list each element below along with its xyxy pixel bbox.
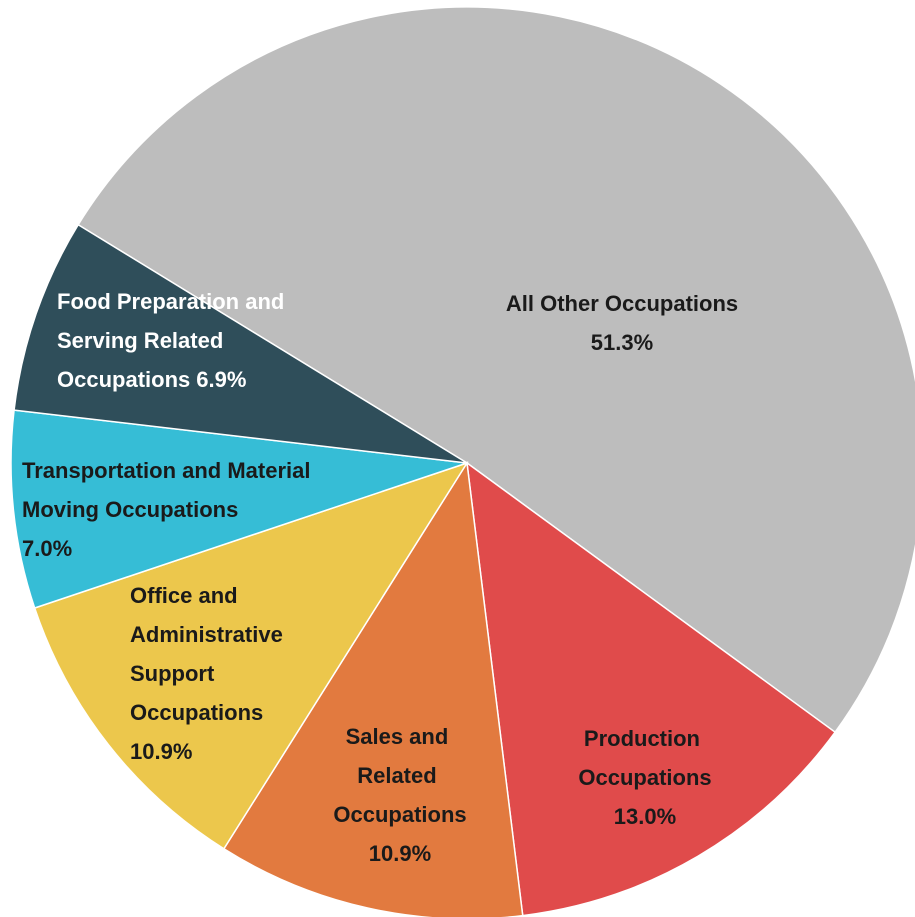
- pie-slice: [77, 6, 915, 734]
- category-label: Office and Administrative Support Occupa…: [130, 583, 289, 725]
- value-label: 7.0%: [22, 536, 72, 561]
- label-line: Administrative: [130, 622, 289, 647]
- label-line: Occupations: [57, 367, 190, 392]
- value-label: 51.3%: [591, 330, 653, 355]
- label-line: Office and: [130, 583, 244, 608]
- value-label: 6.9%: [196, 367, 246, 392]
- label-line: Support: [130, 661, 220, 686]
- label-line: Transportation and Material: [22, 458, 317, 483]
- label-line: Serving Related: [57, 328, 229, 353]
- label-line: Occupations: [578, 765, 711, 790]
- category-label: Food Preparation and Serving Related Occ…: [57, 289, 290, 392]
- slice-label: Food Preparation and Serving Related Occ…: [57, 289, 290, 392]
- category-label: Production Occupations: [578, 726, 711, 790]
- pie-slice: [13, 223, 468, 464]
- pie-slice: [10, 409, 468, 609]
- pie-slice: [33, 461, 469, 850]
- category-label: All Other Occupations: [506, 291, 738, 316]
- label-line: Related: [357, 763, 443, 788]
- label-line: Sales and: [346, 724, 455, 749]
- slice-label: Office and Administrative Support Occupa…: [130, 583, 289, 764]
- slice-label: Sales and Related Occupations 10.9%: [333, 724, 466, 866]
- value-label: 10.9%: [369, 841, 431, 866]
- category-label: Sales and Related Occupations: [333, 724, 466, 827]
- slice-label: Transportation and Material Moving Occup…: [22, 458, 317, 561]
- label-line: Occupations: [130, 700, 263, 725]
- label-line: Food Preparation and: [57, 289, 290, 314]
- slice-label: All Other Occupations 51.3%: [506, 291, 738, 355]
- category-label: Transportation and Material Moving Occup…: [22, 458, 317, 522]
- pie-slice: [222, 460, 524, 917]
- label-line: Occupations: [333, 802, 466, 827]
- slice-label: Production Occupations 13.0%: [578, 726, 711, 829]
- value-label: 10.9%: [130, 739, 192, 764]
- value-label: 13.0%: [614, 804, 676, 829]
- label-line: Moving Occupations: [22, 497, 238, 522]
- pie-slice: [466, 461, 837, 917]
- label-line: All Other Occupations: [506, 291, 738, 316]
- label-line: Production: [584, 726, 706, 751]
